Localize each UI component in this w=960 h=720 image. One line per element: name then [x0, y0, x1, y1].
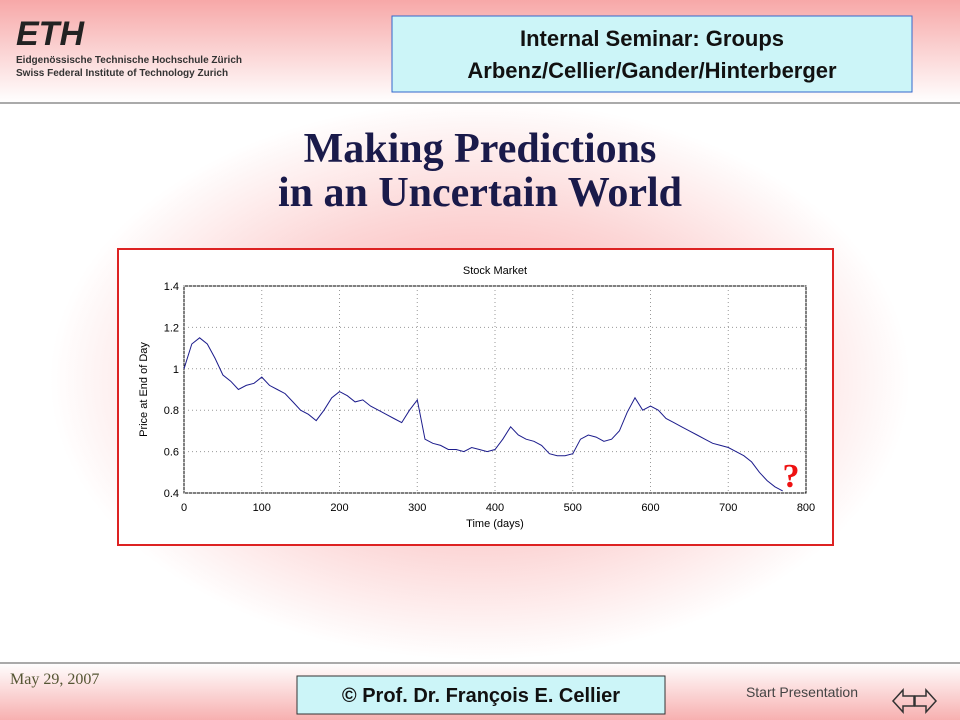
slide-title: in an Uncertain World	[278, 170, 682, 216]
y-tick-label: 0.6	[164, 447, 179, 459]
y-tick-label: 1	[173, 364, 179, 376]
y-tick-label: 1.4	[164, 281, 179, 293]
logo-line: Eidgenössische Technische Hochschule Zür…	[16, 55, 242, 66]
chart: Stock Market Time (days) Price at End of D…	[117, 248, 834, 546]
next-button[interactable]	[914, 688, 938, 714]
y-tick-label: 0.8	[164, 405, 179, 417]
prev-button[interactable]	[891, 688, 915, 714]
slide-title: Making Predictions	[304, 126, 657, 172]
x-axis-label: Time (days)	[466, 518, 524, 530]
chart-title: Stock Market	[463, 265, 527, 277]
x-tick-label: 300	[408, 502, 426, 514]
seminar-text: Arbenz/Cellier/Gander/Hinterberger	[467, 58, 837, 83]
x-tick-label: 600	[641, 502, 659, 514]
annotation: ?	[783, 458, 800, 495]
x-tick-label: 100	[253, 502, 271, 514]
copyright: © Prof. Dr. François E. Cellier	[342, 685, 620, 707]
price-line	[183, 337, 783, 492]
logo-line: Swiss Federal Institute of Technology Zu…	[16, 68, 228, 79]
seminar-box	[391, 15, 913, 93]
x-tick-label: 800	[797, 502, 815, 514]
start-link[interactable]: Start Presentation	[746, 684, 858, 700]
y-tick-label: 0.4	[164, 488, 179, 500]
x-tick-label: 500	[564, 502, 582, 514]
logo: ETH	[16, 15, 85, 53]
x-tick-label: 700	[719, 502, 737, 514]
y-tick-label: 1.2	[164, 322, 179, 334]
x-tick-label: 400	[486, 502, 504, 514]
date: May 29, 2007	[10, 671, 99, 688]
x-tick-label: 0	[181, 502, 187, 514]
copyright-box	[296, 675, 666, 715]
y-axis-label: Price at End of Day	[138, 342, 150, 437]
seminar-text: Internal Seminar: Groups	[520, 26, 784, 51]
x-tick-label: 200	[330, 502, 348, 514]
